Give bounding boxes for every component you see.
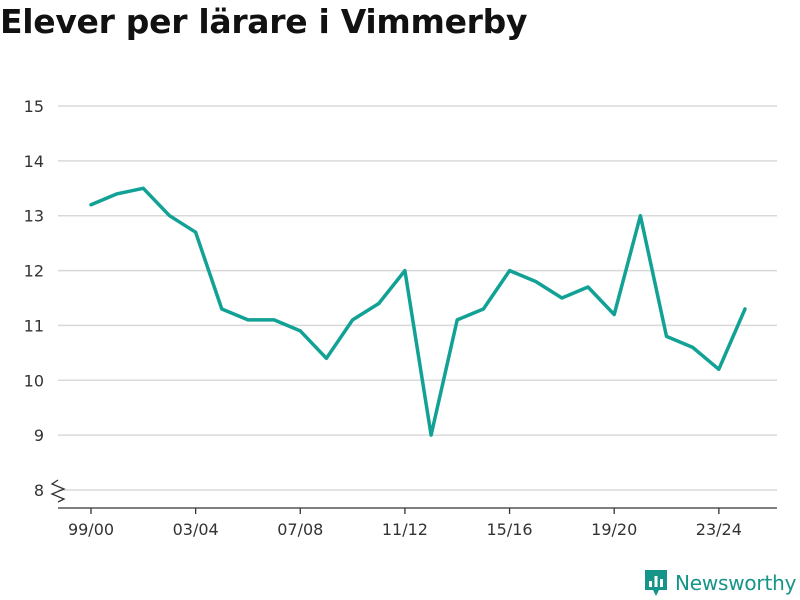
x-tick-label: 15/16 (487, 520, 533, 539)
x-axis-ticks: 99/00 03/04 07/08 11/12 15/16 19/20 23/24 (68, 508, 742, 539)
axis-break-marker (50, 479, 66, 503)
y-tick-label: 8 (34, 481, 44, 500)
y-tick-label: 12 (24, 262, 44, 281)
x-tick-label: 07/08 (277, 520, 323, 539)
x-tick-label: 03/04 (173, 520, 219, 539)
brand-name: Newsworthy (675, 571, 797, 595)
y-tick-label: 13 (24, 207, 44, 226)
y-tick-label: 15 (24, 97, 44, 116)
x-tick-label: 19/20 (591, 520, 637, 539)
y-tick-label: 9 (34, 426, 44, 445)
x-tick-label: 11/12 (382, 520, 428, 539)
y-tick-label: 11 (24, 316, 44, 335)
series-layer (89, 186, 747, 437)
y-tick-label: 14 (24, 152, 44, 171)
y-tick-label: 10 (24, 371, 44, 390)
x-tick-label: 99/00 (68, 520, 114, 539)
series-line (89, 186, 747, 437)
chart-title: Elever per lärare i Vimmerby (0, 2, 528, 41)
brand-logo[interactable]: Newsworthy (643, 568, 796, 598)
newsworthy-logo-icon (645, 570, 667, 596)
grid-lines (58, 105, 777, 491)
x-tick-label: 23/24 (696, 520, 742, 539)
y-axis-ticks: 8 9 10 11 12 13 14 15 (24, 97, 66, 503)
